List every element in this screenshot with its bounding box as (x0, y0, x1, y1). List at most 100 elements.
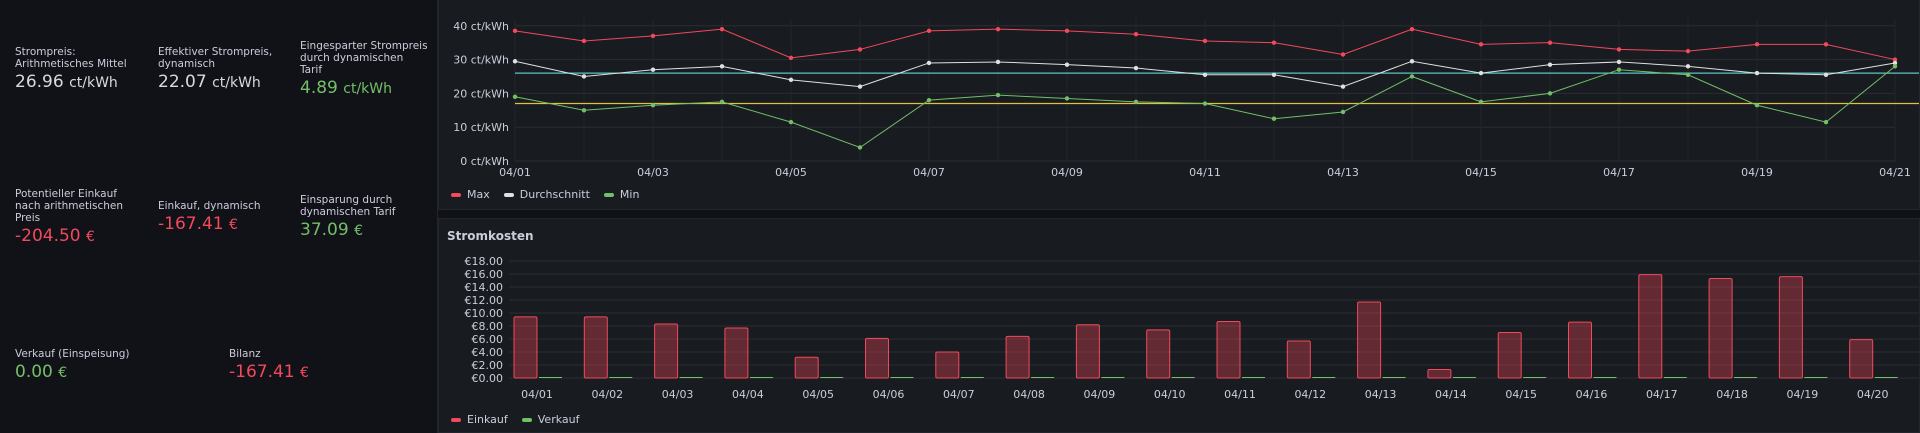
data-point (857, 47, 863, 52)
bar-verkauf (539, 377, 562, 378)
y-tick-label: 30 ct/kWh (453, 54, 509, 67)
y-tick-label: €6.00 (472, 333, 504, 346)
stat-potential-purchase[interactable]: Potentieller Einkauf nach arithmetischen… (15, 188, 123, 247)
stat-effective-dynamic-price[interactable]: Effektiver Strompreis, dynamisch 22.07 c… (158, 46, 272, 93)
bar-verkauf (820, 377, 844, 378)
data-point (1340, 84, 1346, 89)
data-point (1754, 103, 1760, 108)
stromkosten-panel[interactable]: Stromkosten €0.00 €2.00 €4.00 €6.00 €8.00 €10… (438, 218, 1920, 433)
y-tick-label: €10.00 (465, 307, 504, 320)
price-line-chart-panel[interactable]: 0 ct/kWh 10 ct/kWh 20 ct/kWh 30 ct/kWh 40 ct… (438, 0, 1920, 210)
x-tick-label: 04/21 (1879, 166, 1911, 179)
price-line-chart[interactable]: 0 ct/kWh 10 ct/kWh 20 ct/kWh 30 ct/kWh 40 ct… (439, 0, 1919, 179)
stats-area: Strompreis: Arithmetisches Mittel 26.96 … (0, 0, 437, 433)
panel-title: Stromkosten (447, 229, 534, 243)
data-point (1064, 96, 1070, 101)
x-tick-label: 04/13 (1327, 166, 1359, 179)
bar-einkauf (1568, 321, 1592, 379)
data-point (857, 84, 863, 89)
stat-arithmetic-mean-price[interactable]: Strompreis: Arithmetisches Mittel 26.96 … (15, 46, 127, 93)
x-tick-label: 04/09 (1084, 388, 1116, 401)
bar-einkauf (1357, 301, 1382, 379)
data-point (788, 55, 794, 61)
x-tick-label: 04/10 (1154, 388, 1186, 401)
bar-einkauf (1497, 332, 1522, 379)
legend-item-einkauf[interactable]: Einkauf (451, 413, 508, 426)
data-point (1409, 74, 1415, 79)
bar-einkauf (1075, 324, 1100, 379)
stromkosten-bar-chart[interactable]: €0.00€2.00€4.00€6.00€8.00€10.00€12.00€14… (439, 219, 1919, 404)
bar-verkauf (1242, 377, 1265, 378)
x-tick-label: 04/17 (1646, 388, 1678, 401)
data-point (1133, 32, 1139, 37)
stat-label: Bilanz (229, 348, 261, 360)
data-point (1892, 60, 1898, 66)
x-tick-label: 04/07 (943, 388, 975, 401)
data-point (512, 59, 518, 64)
data-point (1064, 62, 1070, 67)
y-tick-label: €8.00 (472, 320, 504, 333)
bar-verkauf (679, 377, 703, 378)
data-point (650, 103, 656, 108)
stat-saved-price[interactable]: Eingesparter Strompreis durch dynamische… (300, 40, 428, 99)
x-tick-label: 04/16 (1576, 388, 1608, 401)
stat-value: 22.07 ct/kWh (158, 72, 261, 92)
stat-value: -167.41 € (158, 214, 238, 234)
stat-label: Effektiver Strompreis, dynamisch (158, 46, 273, 70)
legend-item-verkauf[interactable]: Verkauf (521, 413, 579, 426)
data-point (1133, 99, 1139, 105)
bar-einkauf (935, 351, 960, 379)
stat-dynamic-purchase[interactable]: Einkauf, dynamisch -167.41 € (158, 200, 261, 235)
legend-swatch (503, 192, 514, 197)
bar-einkauf (1146, 329, 1171, 379)
data-point (1409, 59, 1415, 64)
data-point (926, 60, 932, 66)
data-point (788, 77, 794, 83)
x-tick-label: 04/19 (1741, 166, 1773, 179)
bar-verkauf (1593, 377, 1617, 378)
bar-verkauf (1734, 377, 1758, 378)
data-point (1478, 99, 1484, 105)
legend-item-min[interactable]: Min (603, 188, 639, 201)
bar-verkauf (1874, 377, 1898, 378)
data-point (1823, 42, 1829, 47)
data-point (1478, 42, 1484, 47)
legend-item-durchschnitt[interactable]: Durchschnitt (503, 188, 590, 201)
x-tick-label: 04/05 (802, 388, 834, 401)
data-point (1271, 40, 1277, 45)
legend-swatch (603, 192, 614, 197)
bar-einkauf (1778, 276, 1803, 379)
y-tick-label: €0.00 (472, 372, 504, 385)
x-tick-label: 04/07 (913, 166, 945, 179)
legend-swatch (451, 417, 461, 422)
stat-value: 26.96 ct/kWh (15, 72, 118, 92)
data-point (581, 38, 587, 44)
data-point (650, 33, 656, 39)
legend-item-max[interactable]: Max (451, 188, 490, 201)
x-tick-label: 04/01 (521, 388, 553, 401)
bar-verkauf (1663, 377, 1687, 378)
x-tick-label: 04/14 (1435, 388, 1467, 401)
stat-balance[interactable]: Bilanz -167.41 € (229, 348, 309, 383)
stat-savings[interactable]: Einsparung durch dynamischen Tarif 37.09… (300, 194, 396, 241)
data-point (581, 108, 587, 113)
data-point (512, 94, 518, 99)
x-tick-label: 04/15 (1505, 388, 1537, 401)
bar-verkauf (1804, 377, 1828, 378)
stat-label: Eingesparter Strompreis durch dynamische… (300, 40, 428, 76)
stat-value: 0.00 € (15, 362, 68, 382)
stat-label: Potentieller Einkauf nach arithmetischen… (15, 188, 124, 224)
data-point (995, 26, 1001, 32)
stat-label: Strompreis: Arithmetisches Mittel (15, 46, 127, 70)
stat-feed-in-sale[interactable]: Verkauf (Einspeisung) 0.00 € (15, 348, 130, 383)
bar-chart-legend: Einkauf Verkauf (451, 413, 579, 426)
x-tick-label: 04/20 (1857, 388, 1889, 401)
data-point (1685, 72, 1691, 77)
stat-value: -167.41 € (229, 362, 309, 382)
bar-einkauf (1638, 274, 1663, 379)
x-tick-label: 04/09 (1051, 166, 1083, 179)
legend-swatch (521, 417, 532, 422)
stat-value: 37.09 € (300, 220, 363, 240)
stat-label: Einsparung durch dynamischen Tarif (300, 194, 396, 218)
x-tick-label: 04/03 (662, 388, 694, 401)
